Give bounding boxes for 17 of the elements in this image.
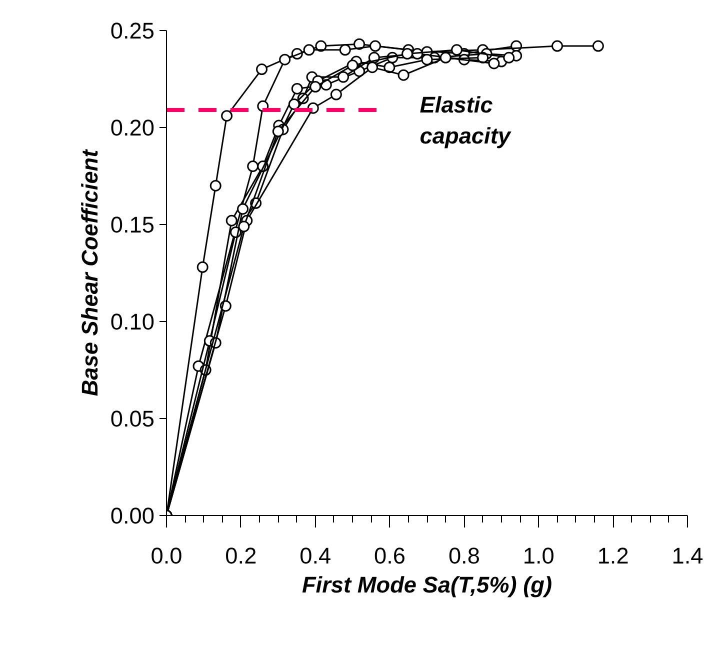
x-tick-label: 1.4 — [672, 542, 704, 568]
x-tick-label: 1.2 — [597, 542, 629, 568]
y-tick-label: 0.15 — [110, 212, 155, 238]
y-tick-label: 0.05 — [110, 406, 155, 432]
x-tick-label: 0.4 — [300, 542, 332, 568]
y-tick-label: 0.20 — [110, 114, 155, 140]
x-tick-label: 0.2 — [225, 542, 257, 568]
y-axis-title: Base Shear Coefficient — [76, 148, 102, 396]
annotation: Elastic capacity — [420, 91, 512, 149]
y-tick-label: 0.00 — [110, 502, 155, 528]
x-axis-title: First Mode Sa(T,5%) (g) — [302, 572, 552, 598]
x-tick-label: 1.0 — [522, 542, 554, 568]
x-tick-label: 0.8 — [448, 542, 480, 568]
y-tick-label: 0.10 — [110, 308, 155, 334]
x-tick-label: 0.0 — [150, 542, 182, 568]
y-tick-label: 0.25 — [110, 18, 155, 44]
x-tick-label: 0.6 — [374, 542, 406, 568]
